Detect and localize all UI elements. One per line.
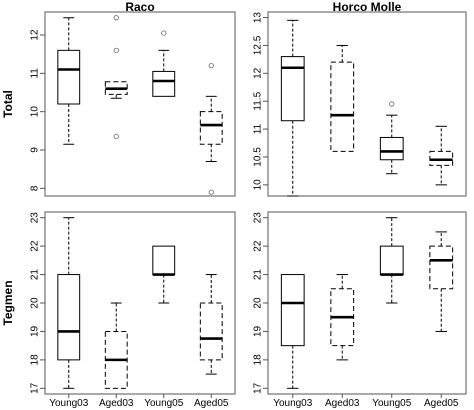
x-category-label: Young05 (372, 398, 412, 409)
y-tick-label: 23 (30, 212, 41, 224)
outlier-point (113, 15, 119, 21)
y-tick-label: 22 (30, 240, 41, 252)
y-tick-label: 21 (253, 269, 264, 281)
box-iqr (152, 70, 176, 97)
box-young03 (57, 217, 81, 389)
x-category-label: Aged03 (99, 398, 134, 409)
y-tick-label: 10.5 (253, 147, 264, 167)
box-iqr (57, 49, 81, 105)
x-category-label: Aged03 (325, 398, 360, 409)
box-iqr (379, 136, 404, 161)
outlier-point (389, 101, 395, 107)
box-young05 (379, 217, 404, 304)
outlier-point (208, 189, 214, 195)
box-iqr (429, 150, 454, 166)
box-iqr (199, 111, 223, 145)
panel-title: Raco (125, 0, 154, 14)
x-category-label: Young05 (144, 398, 184, 409)
box-aged03 (104, 302, 128, 389)
y-axis-label: Total (1, 90, 15, 118)
box-aged05 (429, 231, 454, 332)
panel-2: Horco Molle 10 10.5 11 11.5 12 12.5 13 (253, 0, 467, 197)
y-tick-label: 11 (253, 123, 264, 134)
box-young05 (152, 245, 176, 304)
outlier-point (161, 30, 167, 36)
x-category-label: Young03 (273, 398, 313, 409)
y-tick-label: 12 (253, 67, 264, 79)
panel-3: Tegmen 17 18 19 20 21 22 23 Young03 Aged03 Young05… (1, 211, 236, 409)
box-young05 (152, 30, 176, 97)
plot-frame (44, 11, 236, 197)
x-category-label: Young03 (49, 398, 89, 409)
y-tick-label: 22 (253, 240, 264, 252)
box-iqr (199, 302, 223, 361)
box-iqr (280, 56, 305, 122)
box-aged03 (104, 15, 128, 140)
box-iqr (330, 61, 355, 152)
box-young05 (379, 101, 404, 175)
box-young03 (280, 274, 305, 389)
box-iqr (429, 245, 454, 290)
y-tick-label: 17 (253, 382, 264, 394)
y-tick-label: 10 (253, 179, 264, 191)
box-aged03 (330, 44, 355, 152)
box-iqr (57, 274, 81, 361)
x-category-label: Aged05 (424, 398, 459, 409)
y-tick-label: 12.5 (253, 35, 264, 55)
box-young03 (280, 19, 305, 197)
box-aged05 (199, 63, 223, 195)
panel-title: Horco Molle (333, 0, 402, 14)
x-category-label: Aged05 (194, 398, 229, 409)
y-tick-label: 13 (253, 12, 264, 24)
outlier-point (113, 47, 119, 53)
y-tick-label: 11.5 (253, 91, 264, 110)
y-tick-label: 18 (30, 354, 41, 366)
y-tick-label: 11 (30, 68, 41, 79)
y-tick-label: 21 (30, 269, 41, 281)
box-young03 (57, 17, 81, 145)
box-aged05 (429, 125, 454, 186)
y-tick-label: 9 (30, 147, 41, 153)
outlier-point (113, 133, 119, 140)
y-tick-label: 17 (30, 382, 41, 394)
box-iqr (280, 274, 305, 347)
y-tick-label: 20 (30, 297, 41, 309)
panel-4: 17 18 19 20 21 22 23 Young03 Aged03 Young05 Aged05 (253, 211, 467, 409)
box-aged05 (199, 274, 223, 375)
box-aged03 (330, 274, 355, 361)
y-tick-label: 19 (30, 325, 41, 337)
y-tick-label: 20 (253, 297, 264, 309)
y-tick-label: 10 (30, 106, 41, 118)
y-tick-label: 18 (253, 354, 264, 366)
box-iqr (379, 245, 404, 276)
y-tick-label: 12 (30, 29, 41, 41)
box-iqr (152, 245, 176, 276)
y-tick-label: 8 (30, 185, 41, 191)
y-tick-label: 19 (253, 325, 264, 337)
outlier-point (208, 63, 214, 69)
y-axis-label: Tegmen (1, 280, 15, 325)
panel-1: Raco Total 8 9 10 11 12 (1, 0, 236, 197)
plot-frame (267, 11, 467, 197)
y-tick-label: 23 (253, 212, 264, 224)
